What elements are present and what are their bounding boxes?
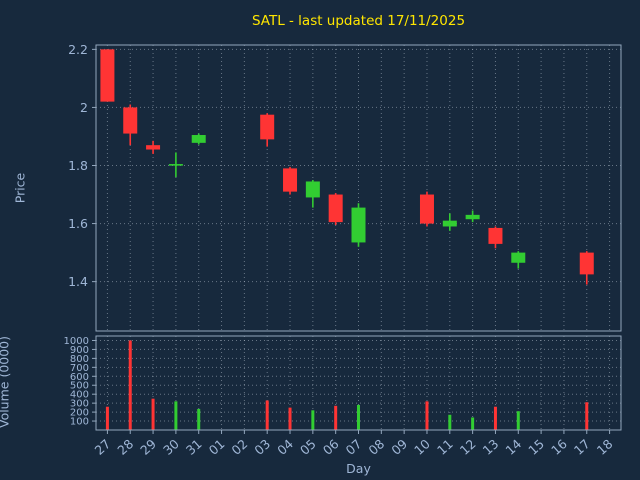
candle-body <box>579 252 594 275</box>
candle-body <box>465 214 480 220</box>
volume-bar <box>585 402 589 430</box>
volume-tick-label: 800 <box>70 354 89 365</box>
volume-bar <box>174 401 178 430</box>
volume-bar <box>311 410 315 430</box>
price-panel-spine <box>95 44 622 332</box>
volume-bar <box>493 406 497 430</box>
candle-body <box>419 194 434 224</box>
volume-bar <box>151 398 155 430</box>
price-tick-label: 2 <box>80 100 88 115</box>
volume-tick-label: 100 <box>70 417 89 428</box>
candle-body <box>305 181 320 198</box>
candle-body <box>191 135 206 143</box>
candle-body <box>283 168 298 192</box>
volume-bar <box>265 400 269 430</box>
volume-axis-label: Volume (0000) <box>0 335 12 429</box>
price-tick-label: 1.8 <box>68 158 88 173</box>
candle-body <box>168 164 183 166</box>
price-axis-label: Price <box>12 172 28 204</box>
volume-tick-label: 700 <box>70 363 89 374</box>
candle-body <box>123 107 138 134</box>
volume-tick-label: 200 <box>70 408 89 419</box>
volume-tick-label: 400 <box>70 390 89 401</box>
volume-bar <box>105 406 109 430</box>
candle-body <box>511 252 526 263</box>
chart-title: SATL - last updated 17/11/2025 <box>251 13 466 29</box>
candle-body <box>488 227 503 244</box>
day-axis-label: Day <box>346 461 371 476</box>
price-tick-label: 2.2 <box>68 42 88 57</box>
volume-tick-label: 300 <box>70 399 89 410</box>
volume-tick-label: 1000 <box>64 336 89 347</box>
volume-bar <box>357 404 360 430</box>
volume-bar <box>288 407 292 430</box>
volume-bar <box>471 417 475 430</box>
candle-body <box>442 220 457 227</box>
volume-tick-label: 500 <box>70 381 89 392</box>
candle-body <box>100 49 115 102</box>
volume-tick-label: 900 <box>70 345 89 356</box>
volume-bar <box>334 405 338 430</box>
candle-body <box>351 207 366 243</box>
volume-bar <box>448 414 452 430</box>
candle-body <box>260 114 275 140</box>
candle-body <box>328 194 343 223</box>
price-tick-label: 1.4 <box>68 274 88 289</box>
price-tick-label: 1.6 <box>68 216 88 231</box>
volume-bar <box>425 401 429 430</box>
candle-body <box>146 145 161 150</box>
volume-tick-label: 600 <box>70 372 89 383</box>
volume-bar <box>128 340 132 430</box>
volume-bar <box>197 408 201 430</box>
volume-bar <box>516 411 520 430</box>
